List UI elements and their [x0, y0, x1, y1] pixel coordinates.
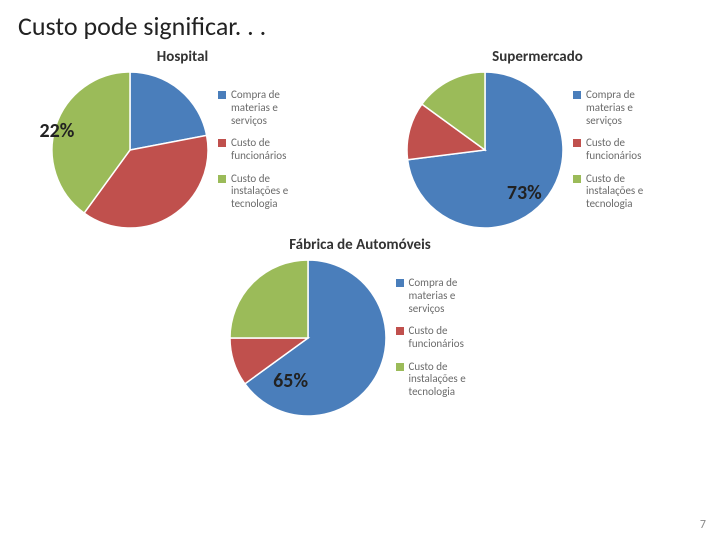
top-row: Hospital 22% Compra de materias e serviç…	[0, 42, 720, 228]
page-title: Custo pode significar. . .	[0, 0, 720, 42]
legend-label: Custo de instalações e tecnologia	[231, 173, 313, 211]
legend-swatch	[573, 139, 581, 147]
legend-swatch	[396, 279, 404, 287]
chart-title-hospital: Hospital	[157, 48, 208, 66]
legend-swatch	[218, 91, 226, 99]
legend-swatch	[573, 175, 581, 183]
pie-container-fabrica: 65%	[230, 260, 386, 416]
chart-title-fabrica: Fábrica de Automóveis	[289, 236, 431, 254]
legend-hospital: Compra de materias e serviços Custo de fu…	[218, 89, 313, 210]
legend-item: Custo de instalações e tecnologia	[573, 173, 668, 211]
legend-label: Custo de instalações e tecnologia	[409, 361, 491, 399]
legend-item: Custo de instalações e tecnologia	[396, 361, 491, 399]
legend-swatch	[396, 327, 404, 335]
legend-supermercado: Compra de materias e serviços Custo de fu…	[573, 89, 668, 210]
legend-item: Compra de materias e serviços	[573, 89, 668, 127]
pie-wrap-hospital: 22% Compra de materias e serviços Custo d…	[52, 72, 313, 228]
chart-panel-fabrica: Fábrica de Automóveis 65% Compra de mate…	[150, 236, 570, 416]
pie-container-hospital: 22%	[52, 72, 208, 228]
pie-chart-hospital	[52, 72, 208, 228]
chart-panel-hospital: Hospital 22% Compra de materias e serviç…	[10, 48, 355, 228]
legend-label: Compra de materias e serviços	[409, 277, 491, 315]
chart-title-supermercado: Supermercado	[492, 48, 583, 66]
chart-panel-supermercado: Supermercado 73% Compra de materias e se…	[365, 48, 710, 228]
percent-label-hospital: 22%	[40, 119, 75, 143]
pie-wrap-fabrica: 65% Compra de materias e serviços Custo d…	[230, 260, 491, 416]
legend-swatch	[218, 175, 226, 183]
percent-label-fabrica: 65%	[273, 369, 308, 393]
legend-item: Custo de funcionários	[396, 325, 491, 350]
legend-label: Custo de funcionários	[586, 137, 668, 162]
legend-label: Custo de funcionários	[231, 137, 313, 162]
legend-swatch	[573, 91, 581, 99]
legend-swatch	[218, 139, 226, 147]
page-number: 7	[700, 518, 706, 532]
percent-label-supermercado: 73%	[507, 181, 542, 205]
legend-label: Compra de materias e serviços	[231, 89, 313, 127]
legend-label: Compra de materias e serviços	[586, 89, 668, 127]
legend-swatch	[396, 363, 404, 371]
legend-item: Custo de funcionários	[218, 137, 313, 162]
legend-label: Custo de instalações e tecnologia	[586, 173, 668, 211]
legend-item: Custo de funcionários	[573, 137, 668, 162]
pie-wrap-supermercado: 73% Compra de materias e serviços Custo d…	[407, 72, 668, 228]
legend-label: Custo de funcionários	[409, 325, 491, 350]
legend-item: Compra de materias e serviços	[396, 277, 491, 315]
pie-container-supermercado: 73%	[407, 72, 563, 228]
legend-item: Custo de instalações e tecnologia	[218, 173, 313, 211]
legend-fabrica: Compra de materias e serviços Custo de fu…	[396, 277, 491, 398]
pie-slice	[230, 260, 308, 338]
legend-item: Compra de materias e serviços	[218, 89, 313, 127]
